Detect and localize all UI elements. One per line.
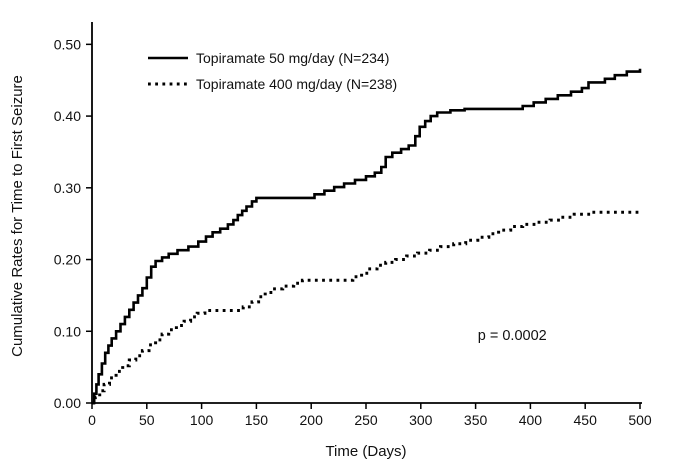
series-curve-solid: [92, 68, 642, 405]
x-tick-label: 450: [574, 412, 598, 428]
x-tick-label: 500: [628, 412, 652, 428]
y-tick-label: 0.20: [54, 252, 81, 268]
x-tick-label: 250: [354, 412, 378, 428]
x-tick-label: 100: [190, 412, 214, 428]
series-lines: [92, 68, 642, 405]
y-tick-label: 0.10: [54, 323, 81, 339]
y-tick-label: 0.50: [54, 36, 81, 52]
legend-label-topiramate-400mg: Topiramate 400 mg/day (N=238): [196, 76, 397, 92]
y-tick-label: 0.00: [54, 395, 81, 411]
x-axis-label: Time (Days): [325, 443, 406, 460]
y-axis-label: Cumulative Rates for Time to First Seizu…: [9, 75, 26, 357]
x-tick-label: 350: [464, 412, 488, 428]
x-tick-label: 200: [300, 412, 324, 428]
x-tick-label: 50: [139, 412, 155, 428]
x-tick-label: 300: [409, 412, 433, 428]
series-curve-dotted: [92, 210, 640, 405]
y-tick-label: 0.40: [54, 108, 81, 124]
y-tick-label: 0.30: [54, 180, 81, 196]
legend-label-topiramate-50mg: Topiramate 50 mg/day (N=234): [196, 50, 389, 66]
x-tick-label: 150: [245, 412, 269, 428]
p-value-annotation: p = 0.0002: [478, 328, 547, 344]
x-tick-label: 400: [519, 412, 543, 428]
legend: Topiramate 50 mg/day (N=234) Topiramate …: [148, 50, 397, 92]
tick-labels: 0 50 100 150 200 250 300 350 400 450 500 0.00 0.10 0.…: [54, 36, 652, 428]
tick-marks: [86, 43, 641, 409]
x-tick-label: 0: [88, 412, 96, 428]
